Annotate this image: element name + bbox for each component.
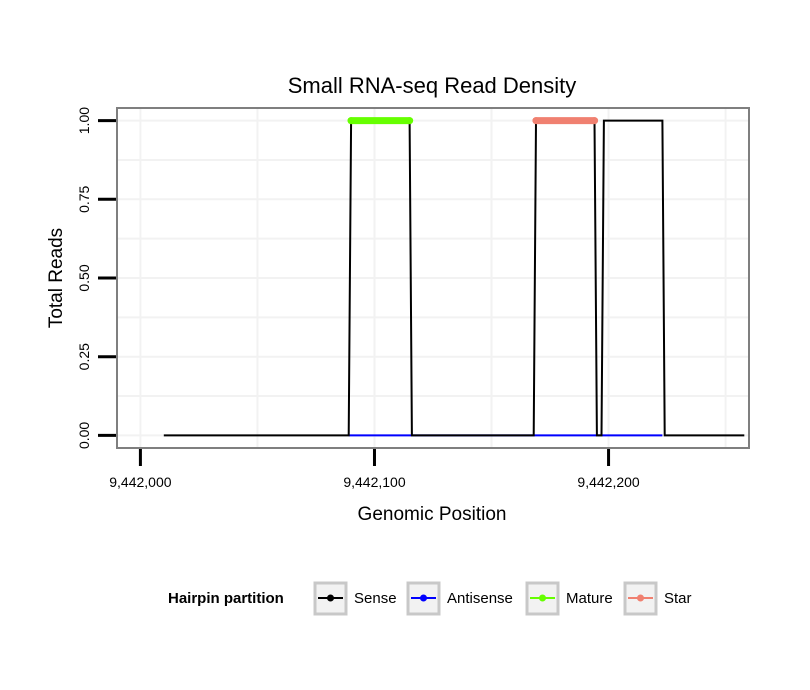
y-tick-label: 0.25 (76, 343, 92, 370)
y-tick-label: 0.75 (76, 185, 92, 212)
chart-title: Small RNA-seq Read Density (288, 73, 577, 98)
legend-key-point (327, 594, 334, 602)
legend-key-point (637, 594, 644, 602)
legend-key-point (539, 594, 546, 602)
point-star (591, 117, 599, 125)
x-tick-label: 9,442,100 (343, 474, 405, 490)
legend-key-point (420, 594, 427, 602)
x-tick-label: 9,442,000 (109, 474, 171, 490)
x-axis: 9,442,000 9,442,100 9,442,200 (109, 449, 640, 490)
point-mature (347, 117, 355, 125)
y-tick-label: 1.00 (76, 107, 92, 134)
x-axis-title: Genomic Position (358, 504, 507, 525)
legend-label-sense: Sense (354, 590, 397, 607)
grid (117, 108, 749, 448)
legend-label-mature: Mature (566, 590, 613, 607)
point-star (532, 117, 540, 125)
y-tick-label: 0.00 (76, 422, 92, 449)
y-tick-label: 0.50 (76, 264, 92, 291)
series-layer (163, 117, 745, 437)
x-tick-label: 9,442,200 (577, 474, 639, 490)
y-axis-title: Total Reads (46, 228, 67, 328)
legend-label-star: Star (664, 590, 692, 607)
y-axis: 0.00 0.25 0.50 0.75 1.00 (76, 107, 116, 449)
plot-panel-border (116, 107, 750, 449)
legend-label-antisense: Antisense (447, 590, 513, 607)
legend: Hairpin partition Sense Antisense Mature St… (168, 581, 692, 616)
legend-title: Hairpin partition (168, 590, 284, 607)
point-mature (406, 117, 414, 125)
